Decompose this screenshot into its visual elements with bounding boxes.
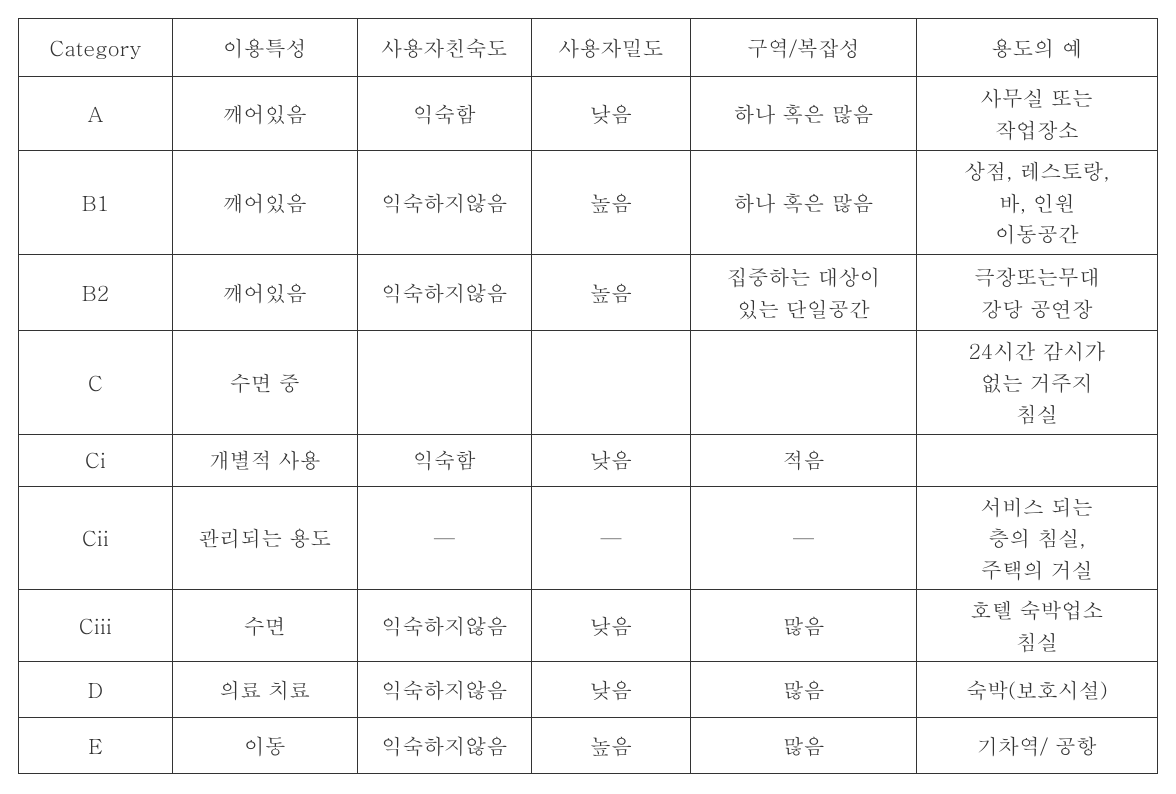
cell-example: 기차역/ 공항 bbox=[916, 718, 1157, 774]
cell-category: Ciii bbox=[19, 590, 173, 662]
cell-example: 상점, 레스토랑,바, 인원이동공간 bbox=[916, 151, 1157, 255]
cell-usage: 수면 중 bbox=[172, 331, 357, 435]
cell-density: 높음 bbox=[532, 151, 691, 255]
cell-density: 낮음 bbox=[532, 662, 691, 718]
cell-familiar: 익숙하지않음 bbox=[357, 255, 531, 331]
cell-example: 서비스 되는층의 침실,주택의 거실 bbox=[916, 486, 1157, 590]
header-density: 사용자밀도 bbox=[532, 19, 691, 77]
cell-density: 높음 bbox=[532, 255, 691, 331]
cell-usage: 깨어있음 bbox=[172, 77, 357, 151]
cell-density bbox=[532, 331, 691, 435]
cell-density: 낮음 bbox=[532, 434, 691, 486]
cell-density: 낮음 bbox=[532, 590, 691, 662]
cell-usage: 관리되는 용도 bbox=[172, 486, 357, 590]
cell-familiar: 익숙하지않음 bbox=[357, 151, 531, 255]
header-category: Category bbox=[19, 19, 173, 77]
cell-usage: 개별적 사용 bbox=[172, 434, 357, 486]
cell-category: Cii bbox=[19, 486, 173, 590]
header-example: 용도의 예 bbox=[916, 19, 1157, 77]
header-usage: 이용특성 bbox=[172, 19, 357, 77]
cell-density: 낮음 bbox=[532, 77, 691, 151]
table-header-row: Category 이용특성 사용자친숙도 사용자밀도 구역/복잡성 용도의 예 bbox=[19, 19, 1158, 77]
cell-familiar bbox=[357, 331, 531, 435]
cell-usage: 깨어있음 bbox=[172, 255, 357, 331]
cell-category: A bbox=[19, 77, 173, 151]
cell-region: 적음 bbox=[691, 434, 917, 486]
cell-region: — bbox=[691, 486, 917, 590]
table-row: B2깨어있음익숙하지않음높음집중하는 대상이있는 단일공간극장또는무대강당 공연… bbox=[19, 255, 1158, 331]
table-row: E이동익숙하지않음높음많음기차역/ 공항 bbox=[19, 718, 1158, 774]
header-region: 구역/복잡성 bbox=[691, 19, 917, 77]
cell-familiar: 익숙함 bbox=[357, 77, 531, 151]
table-row: Ciii수면익숙하지않음낮음많음호텔 숙박업소침실 bbox=[19, 590, 1158, 662]
cell-familiar: 익숙하지않음 bbox=[357, 662, 531, 718]
header-familiar: 사용자친숙도 bbox=[357, 19, 531, 77]
cell-example: 24시간 감시가없는 거주지침실 bbox=[916, 331, 1157, 435]
cell-example: 숙박(보호시설) bbox=[916, 662, 1157, 718]
cell-familiar: 익숙함 bbox=[357, 434, 531, 486]
cell-usage: 의료 치료 bbox=[172, 662, 357, 718]
cell-category: B1 bbox=[19, 151, 173, 255]
table-row: Ci개별적 사용익숙함낮음적음 bbox=[19, 434, 1158, 486]
cell-familiar: 익숙하지않음 bbox=[357, 718, 531, 774]
cell-region bbox=[691, 331, 917, 435]
cell-region: 하나 혹은 많음 bbox=[691, 77, 917, 151]
cell-region: 많음 bbox=[691, 590, 917, 662]
cell-category: C bbox=[19, 331, 173, 435]
cell-usage: 이동 bbox=[172, 718, 357, 774]
cell-example: 호텔 숙박업소침실 bbox=[916, 590, 1157, 662]
cell-region: 많음 bbox=[691, 718, 917, 774]
cell-example: 극장또는무대강당 공연장 bbox=[916, 255, 1157, 331]
table-row: B1깨어있음익숙하지않음높음하나 혹은 많음상점, 레스토랑,바, 인원이동공간 bbox=[19, 151, 1158, 255]
cell-category: B2 bbox=[19, 255, 173, 331]
category-table: Category 이용특성 사용자친숙도 사용자밀도 구역/복잡성 용도의 예 … bbox=[18, 18, 1158, 774]
table-row: C수면 중 24시간 감시가없는 거주지침실 bbox=[19, 331, 1158, 435]
cell-density: 높음 bbox=[532, 718, 691, 774]
cell-familiar: 익숙하지않음 bbox=[357, 590, 531, 662]
table-row: D의료 치료익숙하지않음낮음많음숙박(보호시설) bbox=[19, 662, 1158, 718]
cell-example: 사무실 또는작업장소 bbox=[916, 77, 1157, 151]
cell-density: — bbox=[532, 486, 691, 590]
cell-category: D bbox=[19, 662, 173, 718]
table-body: A깨어있음익숙함낮음하나 혹은 많음사무실 또는작업장소B1깨어있음익숙하지않음… bbox=[19, 77, 1158, 774]
table-row: Cii관리되는 용도———서비스 되는층의 침실,주택의 거실 bbox=[19, 486, 1158, 590]
cell-usage: 수면 bbox=[172, 590, 357, 662]
cell-usage: 깨어있음 bbox=[172, 151, 357, 255]
cell-region: 하나 혹은 많음 bbox=[691, 151, 917, 255]
table-row: A깨어있음익숙함낮음하나 혹은 많음사무실 또는작업장소 bbox=[19, 77, 1158, 151]
cell-example bbox=[916, 434, 1157, 486]
cell-familiar: — bbox=[357, 486, 531, 590]
cell-category: E bbox=[19, 718, 173, 774]
cell-region: 집중하는 대상이있는 단일공간 bbox=[691, 255, 917, 331]
cell-region: 많음 bbox=[691, 662, 917, 718]
cell-category: Ci bbox=[19, 434, 173, 486]
